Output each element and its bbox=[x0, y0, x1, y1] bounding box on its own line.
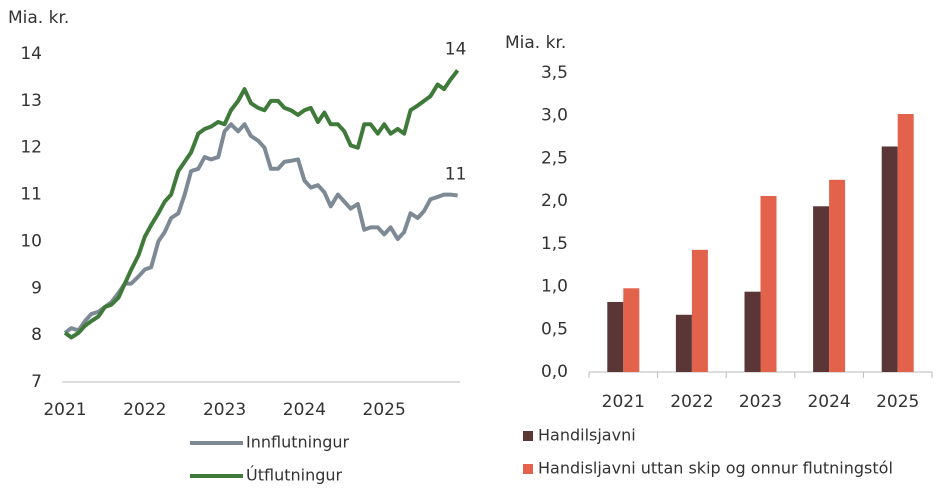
y-axis-label: Mia. kr. bbox=[8, 8, 69, 28]
y-tick-label: 2,5 bbox=[541, 148, 568, 168]
y-tick-label: 12 bbox=[20, 138, 42, 158]
y-tick-label: 3,0 bbox=[541, 106, 568, 126]
bar bbox=[691, 249, 708, 372]
legend-label: Handilsjavni bbox=[538, 426, 636, 445]
x-tick-label: 2025 bbox=[876, 392, 919, 412]
x-tick-label: 2022 bbox=[123, 400, 166, 420]
y-tick-label: 7 bbox=[31, 372, 42, 392]
x-tick-label: 2024 bbox=[283, 400, 326, 420]
bar bbox=[675, 314, 692, 372]
x-tick-label: 2021 bbox=[43, 400, 86, 420]
y-tick-label: 0,5 bbox=[541, 319, 568, 339]
line-series bbox=[63, 69, 460, 340]
x-tick-label: 2021 bbox=[602, 392, 645, 412]
y-tick-label: 1,5 bbox=[541, 234, 568, 254]
annotation: 14 bbox=[445, 39, 467, 59]
line-series bbox=[63, 122, 458, 335]
x-tick-label: 2023 bbox=[739, 392, 782, 412]
x-tick-label: 2025 bbox=[363, 400, 406, 420]
x-tick-label: 2023 bbox=[203, 400, 246, 420]
bar bbox=[881, 146, 898, 372]
bar bbox=[829, 179, 846, 372]
bar bbox=[623, 288, 640, 372]
bar bbox=[607, 301, 624, 372]
y-tick-label: 13 bbox=[20, 91, 42, 111]
bar bbox=[760, 196, 777, 372]
y-axis-label: Mia. kr. bbox=[505, 33, 566, 53]
bar bbox=[744, 291, 761, 372]
y-tick-label: 10 bbox=[20, 231, 42, 251]
y-tick-label: 11 bbox=[20, 185, 42, 205]
y-tick-label: 3,5 bbox=[541, 63, 568, 83]
x-tick-label: 2024 bbox=[807, 392, 850, 412]
y-tick-label: 8 bbox=[31, 325, 42, 345]
bar bbox=[897, 114, 914, 373]
y-tick-label: 0,0 bbox=[541, 362, 568, 382]
legend-swatch bbox=[523, 464, 533, 474]
legend-label: Útflutningur bbox=[246, 466, 343, 485]
annotation: 11 bbox=[445, 165, 467, 185]
legend-label: Innflutningur bbox=[246, 433, 350, 452]
legend-label: Handisljavni uttan skip og onnur flutnin… bbox=[538, 459, 893, 478]
y-tick-label: 1,0 bbox=[541, 277, 568, 297]
y-tick-label: 14 bbox=[20, 44, 42, 64]
legend-swatch bbox=[523, 431, 533, 441]
y-tick-label: 2,0 bbox=[541, 191, 568, 211]
x-tick-label: 2022 bbox=[670, 392, 713, 412]
y-tick-label: 9 bbox=[31, 278, 42, 298]
bar bbox=[813, 206, 830, 372]
